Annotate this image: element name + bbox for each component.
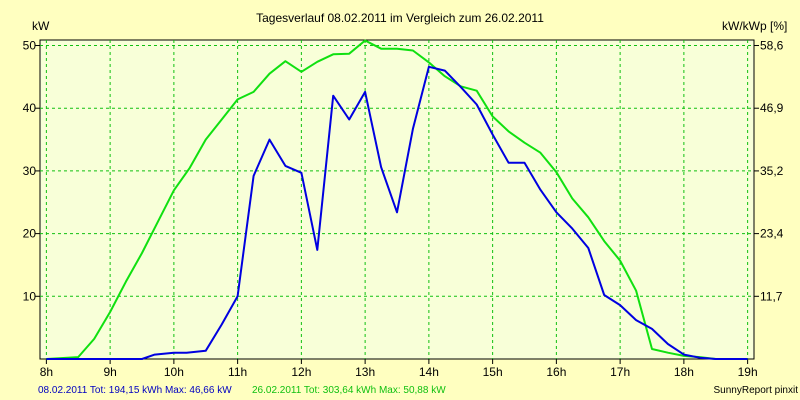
y-right-tick-label: 23,4 bbox=[760, 227, 784, 241]
x-tick-label: 16h bbox=[546, 365, 566, 379]
series-group bbox=[46, 39, 748, 360]
y-right-tick-label: 11,7 bbox=[760, 289, 783, 303]
plot-area bbox=[39, 39, 755, 360]
y-left-tick-label: 50 bbox=[23, 39, 37, 53]
footer-credit: SunnyReport pinxit bbox=[714, 385, 799, 396]
y-left-tick-label: 40 bbox=[23, 101, 37, 115]
x-tick-label: 19h bbox=[738, 365, 758, 379]
y-axis-left-label: kW bbox=[32, 19, 50, 33]
x-tick-label: 12h bbox=[291, 365, 311, 379]
x-tick-label: 18h bbox=[674, 365, 694, 379]
y-right-tick-label: 46,9 bbox=[760, 101, 784, 115]
x-tick-label: 10h bbox=[164, 365, 184, 379]
y-left-tick-label: 30 bbox=[23, 164, 37, 178]
y-left-tick-label: 10 bbox=[23, 289, 37, 303]
series-line-2 bbox=[46, 39, 748, 360]
chart-title: Tagesverlauf 08.02.2011 im Vergleich zum… bbox=[256, 11, 544, 25]
series-line-1 bbox=[46, 65, 748, 360]
x-tick-label: 14h bbox=[419, 365, 439, 379]
y-right-tick-label: 35,2 bbox=[760, 164, 784, 178]
footer-series1-stats: 08.02.2011 Tot: 194,15 kWh Max: 46,66 kW bbox=[38, 385, 232, 396]
x-tick-label: 9h bbox=[103, 365, 116, 379]
grid-lines bbox=[35, 40, 759, 364]
axis-labels: 8h 9h 10h 11h 12h 13h 14h 15h 16h 17h 18h 19h 10 20 30… bbox=[23, 39, 784, 379]
y-axis-right-label: kW/kWp [%] bbox=[722, 19, 787, 33]
x-tick-label: 8h bbox=[40, 365, 53, 379]
footer-series2-stats: 26.02.2011 Tot: 303,64 kWh Max: 50,88 kW bbox=[252, 385, 446, 396]
y-left-tick-label: 20 bbox=[23, 227, 37, 241]
x-tick-label: 15h bbox=[483, 365, 503, 379]
y-right-tick-label: 58,6 bbox=[760, 39, 784, 53]
x-tick-label: 13h bbox=[355, 365, 375, 379]
x-tick-label: 17h bbox=[610, 365, 630, 379]
x-tick-label: 11h bbox=[228, 365, 247, 379]
